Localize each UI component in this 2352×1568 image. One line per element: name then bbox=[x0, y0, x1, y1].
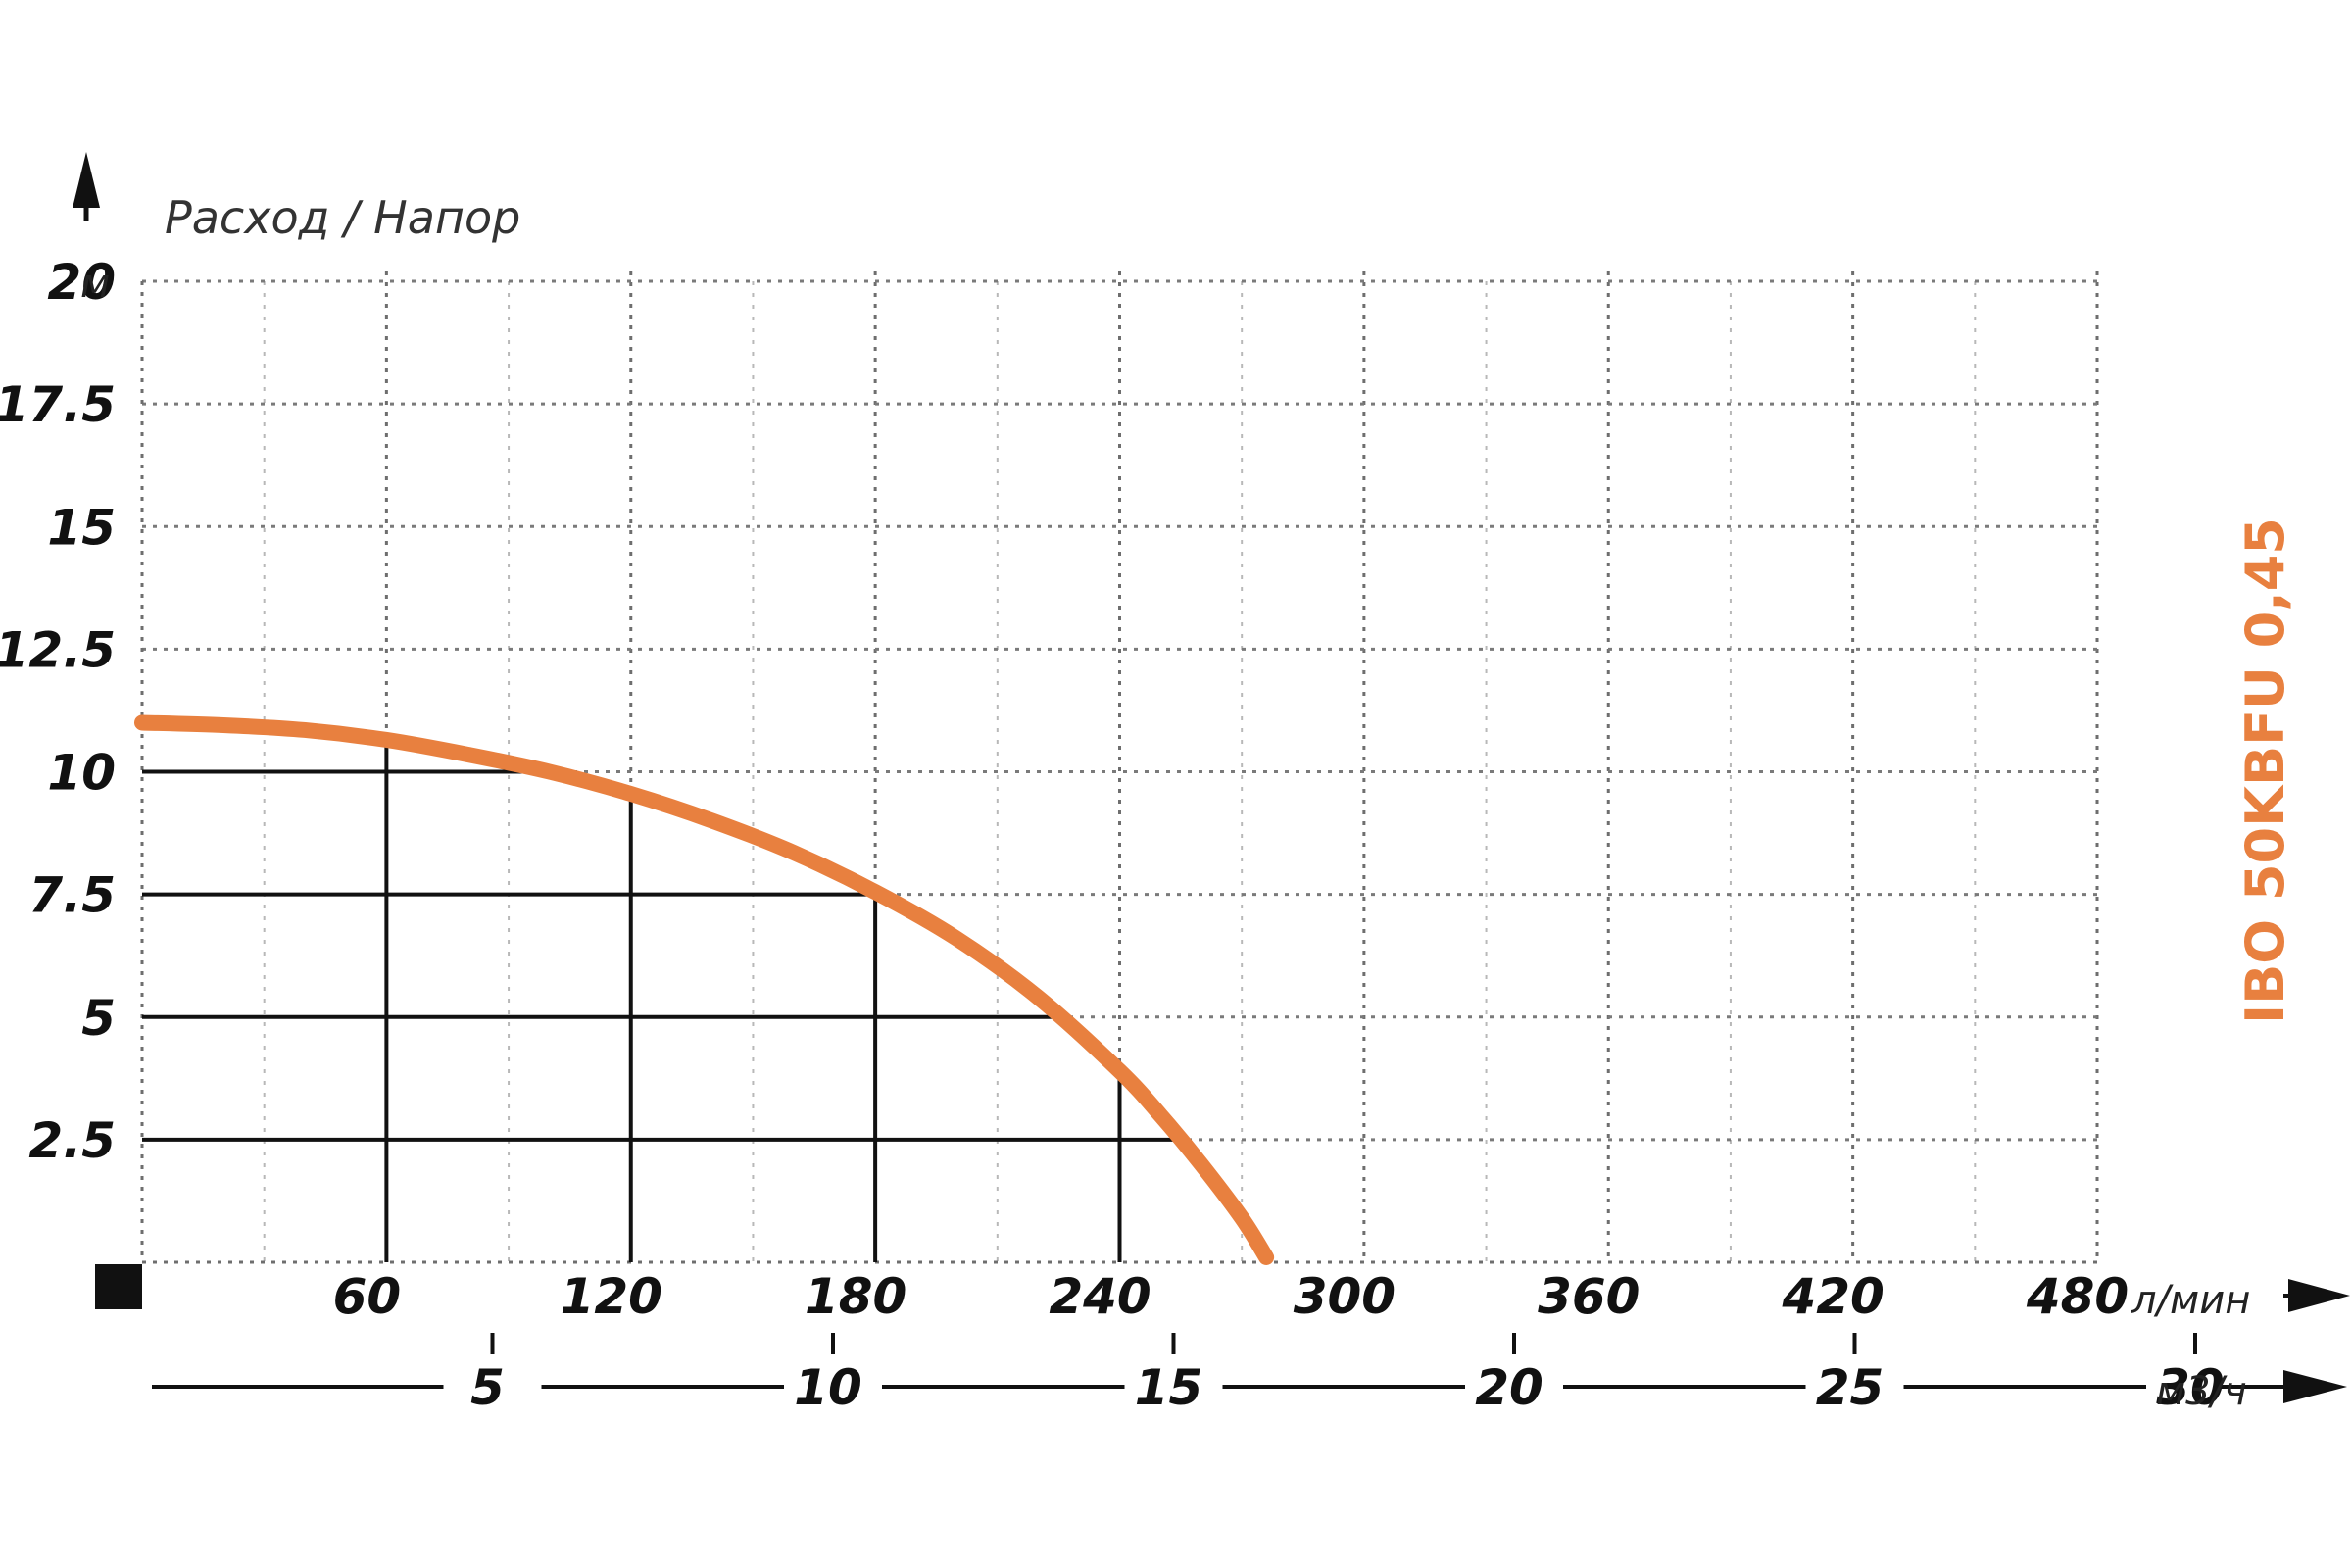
chart-title: Расход / Напор bbox=[165, 191, 520, 244]
x-tick-label: 180 bbox=[805, 1268, 906, 1325]
x-tick-label: 300 bbox=[1294, 1268, 1396, 1325]
x-tick-label: 360 bbox=[1538, 1268, 1640, 1325]
x-tick-labels: 60 120 180 240 300 360 420 480 bbox=[333, 1268, 2130, 1325]
y-tick-labels: 2.5 5 7.5 10 12.5 15 17.5 20 bbox=[0, 254, 116, 1169]
x-tick-label: 120 bbox=[561, 1268, 662, 1325]
y-tick-label: 5 bbox=[81, 990, 116, 1047]
y-axis-arrow-icon bbox=[73, 152, 100, 208]
x2-tick-label: 20 bbox=[1475, 1359, 1544, 1416]
series-line-ibo-50kbfu bbox=[134, 714, 1275, 1265]
x2-tick-label: 10 bbox=[794, 1359, 862, 1416]
x-tick-label: 480 bbox=[2026, 1268, 2129, 1325]
x2-tick-label: 15 bbox=[1135, 1359, 1203, 1416]
x2-axis-unit: м3/ч bbox=[2156, 1369, 2247, 1414]
y-tick-label: 15 bbox=[47, 499, 116, 556]
x2-axis-arrow-icon bbox=[2283, 1370, 2347, 1403]
reference-lines bbox=[142, 739, 1181, 1262]
x2-tick-labels: 5 10 15 20 25 30 bbox=[470, 1359, 2225, 1416]
y-tick-label: 17.5 bbox=[0, 376, 116, 433]
x2-tick-label: 25 bbox=[1816, 1359, 1885, 1416]
y-tick-label: 12.5 bbox=[0, 621, 116, 678]
series-label-model: IBO 50KBFU 0,45 bbox=[2234, 517, 2296, 1024]
y-tick-label: 2.5 bbox=[28, 1112, 116, 1169]
series-layer bbox=[134, 714, 1275, 1265]
y-axis-unit: м bbox=[80, 262, 110, 307]
x2-tick-label: 5 bbox=[470, 1359, 505, 1416]
axes-layer bbox=[73, 152, 2350, 1403]
x-axis-unit: л/мин bbox=[2131, 1278, 2250, 1323]
y-tick-label: 20 bbox=[47, 254, 116, 311]
x-tick-label: 60 bbox=[333, 1268, 402, 1325]
y-tick-label: 10 bbox=[47, 745, 116, 802]
origin-square-icon bbox=[95, 1264, 142, 1309]
y-tick-label: 7.5 bbox=[28, 867, 116, 924]
x-tick-label: 420 bbox=[1781, 1268, 1884, 1325]
x-tick-label: 240 bbox=[1049, 1268, 1151, 1325]
x-axis-arrow-icon bbox=[2288, 1279, 2350, 1312]
x2-tick-label: 30 bbox=[2156, 1359, 2225, 1416]
